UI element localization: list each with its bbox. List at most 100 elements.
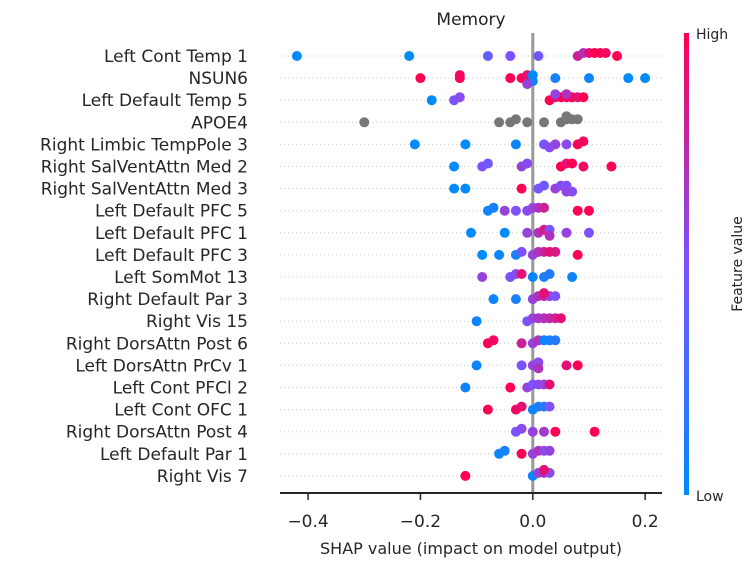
data-point	[494, 117, 505, 128]
data-point	[522, 158, 533, 169]
data-point	[510, 294, 521, 305]
feature-label: Right Vis 7	[157, 467, 248, 487]
data-point	[499, 445, 510, 456]
data-point	[584, 227, 594, 238]
data-point	[404, 51, 415, 61]
data-point	[561, 139, 572, 150]
data-point	[550, 246, 561, 257]
data-point	[522, 117, 533, 128]
data-point	[578, 136, 589, 147]
row-gridlines	[280, 55, 662, 477]
data-point	[482, 158, 493, 169]
data-point	[449, 183, 460, 194]
data-point	[640, 73, 651, 84]
x-tick-label: 0.0	[519, 512, 546, 532]
feature-label: Right Vis 15	[146, 312, 248, 332]
data-point	[544, 379, 555, 390]
data-point	[561, 360, 572, 371]
data-point	[555, 313, 566, 324]
data-point	[544, 269, 555, 279]
data-point	[539, 464, 549, 475]
data-point	[550, 89, 561, 100]
x-axis-ticks: −0.4 −0.2 0.0 0.2	[287, 493, 659, 532]
data-point	[584, 205, 594, 216]
data-point	[494, 249, 505, 260]
data-point	[488, 335, 499, 346]
data-point	[578, 161, 589, 172]
data-point	[516, 401, 527, 412]
data-point	[516, 269, 527, 279]
data-point	[499, 227, 510, 238]
data-point	[505, 51, 516, 61]
data-point	[488, 294, 499, 305]
feature-label: Right DorsAttn Post 4	[66, 423, 248, 443]
feature-label: Right SalVentAttn Med 3	[41, 180, 248, 200]
feature-label: Left Default PFC 5	[95, 202, 248, 222]
data-point	[600, 48, 611, 58]
colorbar-high-label: High	[696, 27, 728, 43]
data-point	[584, 73, 594, 84]
data-point	[477, 249, 488, 260]
feature-label: Right Default Par 3	[87, 290, 248, 310]
data-point	[567, 186, 578, 197]
data-point	[550, 426, 561, 437]
data-point	[460, 183, 471, 194]
data-point	[539, 180, 549, 191]
data-point	[449, 161, 460, 172]
x-tick-label: 0.2	[632, 512, 659, 532]
data-point	[550, 291, 561, 302]
feature-label: NSUN6	[189, 69, 248, 89]
data-point	[539, 288, 549, 299]
data-point	[505, 73, 516, 84]
data-point	[561, 111, 572, 122]
data-point	[488, 202, 499, 213]
data-point	[482, 404, 493, 415]
feature-label: Left SomMot 13	[114, 268, 248, 288]
colorbar-low-label: Low	[696, 489, 724, 505]
data-point	[572, 249, 583, 260]
data-point	[544, 401, 555, 412]
data-point	[572, 205, 583, 216]
data-point	[460, 382, 471, 393]
data-point	[454, 70, 465, 81]
feature-label: Left Cont OFC 1	[114, 401, 248, 421]
data-point	[550, 73, 561, 84]
data-point	[516, 423, 527, 434]
data-point	[516, 246, 527, 257]
data-point	[460, 139, 471, 150]
data-point	[516, 183, 527, 194]
feature-label: Right Limbic TempPole 3	[40, 135, 248, 155]
data-point	[522, 79, 533, 90]
data-point	[589, 426, 600, 437]
data-point	[561, 227, 572, 238]
data-point	[516, 338, 527, 349]
data-point	[567, 272, 578, 282]
feature-label: Left Cont PFCl 2	[113, 379, 248, 399]
x-tick-label: −0.4	[287, 512, 328, 532]
data-point	[516, 360, 527, 371]
data-point	[471, 316, 482, 327]
data-point	[415, 73, 426, 84]
data-point	[572, 114, 583, 125]
data-point	[578, 92, 589, 103]
data-point	[539, 426, 549, 437]
feature-label: Left Default Par 1	[100, 445, 248, 465]
data-point	[539, 117, 549, 128]
data-point	[527, 272, 538, 282]
data-point	[409, 139, 420, 150]
data-point	[471, 360, 482, 371]
data-point	[460, 470, 471, 481]
data-point	[606, 161, 617, 172]
feature-label: Left Cont Temp 1	[104, 47, 248, 67]
feature-label: Left DorsAttn PrCv 1	[75, 356, 248, 376]
colorbar-title: Feature value	[730, 216, 746, 312]
feature-label: Right SalVentAttn Med 2	[41, 158, 248, 178]
data-point	[499, 205, 510, 216]
data-point	[510, 114, 521, 125]
data-points	[291, 48, 651, 481]
data-point	[359, 117, 370, 128]
data-point	[482, 51, 493, 61]
data-point	[544, 445, 555, 456]
data-point	[533, 51, 544, 61]
feature-label: Right DorsAttn Post 6	[66, 334, 248, 354]
